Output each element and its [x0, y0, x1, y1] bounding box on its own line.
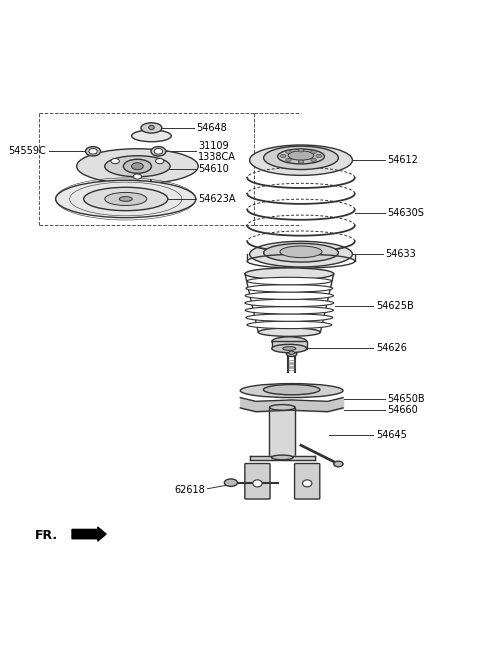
Ellipse shape: [286, 151, 291, 154]
Ellipse shape: [286, 159, 291, 162]
Ellipse shape: [119, 196, 132, 201]
Ellipse shape: [334, 461, 343, 467]
Ellipse shape: [258, 328, 321, 337]
Bar: [272, 341, 307, 348]
Ellipse shape: [277, 149, 324, 164]
Text: 54630S: 54630S: [387, 208, 424, 218]
Ellipse shape: [89, 149, 97, 154]
Ellipse shape: [269, 405, 295, 410]
Ellipse shape: [302, 480, 312, 487]
Ellipse shape: [151, 147, 166, 156]
Ellipse shape: [141, 122, 162, 133]
Ellipse shape: [245, 307, 334, 314]
Ellipse shape: [154, 149, 163, 154]
Ellipse shape: [288, 151, 314, 160]
Ellipse shape: [245, 268, 334, 280]
Text: 54648: 54648: [196, 123, 227, 134]
Ellipse shape: [132, 130, 171, 141]
Ellipse shape: [264, 384, 320, 395]
Text: 54645: 54645: [376, 430, 407, 440]
Ellipse shape: [132, 162, 143, 170]
Text: 54610: 54610: [198, 164, 229, 174]
Ellipse shape: [280, 246, 322, 257]
Ellipse shape: [264, 244, 338, 262]
Ellipse shape: [77, 149, 198, 184]
Text: 54633: 54633: [385, 249, 416, 259]
Ellipse shape: [311, 151, 316, 154]
Ellipse shape: [247, 321, 332, 329]
Ellipse shape: [272, 345, 307, 353]
FancyBboxPatch shape: [245, 464, 270, 499]
Ellipse shape: [246, 285, 333, 292]
Ellipse shape: [224, 479, 238, 487]
Ellipse shape: [246, 314, 333, 322]
Ellipse shape: [105, 193, 147, 206]
Ellipse shape: [85, 147, 100, 156]
Ellipse shape: [245, 292, 334, 299]
Text: 54625B: 54625B: [376, 301, 414, 312]
Ellipse shape: [123, 159, 152, 174]
Ellipse shape: [133, 174, 142, 179]
Ellipse shape: [316, 155, 322, 158]
Ellipse shape: [84, 187, 168, 211]
Text: 31109
1338CA: 31109 1338CA: [198, 141, 236, 162]
Text: FR.: FR.: [35, 529, 58, 542]
FancyBboxPatch shape: [295, 464, 320, 499]
Ellipse shape: [253, 480, 262, 487]
Ellipse shape: [289, 351, 294, 354]
Ellipse shape: [271, 455, 293, 460]
Ellipse shape: [280, 155, 286, 158]
FancyArrow shape: [72, 527, 106, 541]
Ellipse shape: [156, 159, 164, 164]
Ellipse shape: [245, 299, 334, 307]
Ellipse shape: [298, 149, 304, 152]
Ellipse shape: [105, 156, 170, 177]
Ellipse shape: [250, 145, 352, 176]
Ellipse shape: [240, 384, 343, 398]
Ellipse shape: [298, 160, 304, 163]
Ellipse shape: [287, 352, 297, 356]
Text: 54612: 54612: [387, 155, 419, 165]
Text: 54660: 54660: [387, 405, 418, 415]
Ellipse shape: [56, 180, 196, 217]
Ellipse shape: [272, 337, 307, 346]
Text: 54623A: 54623A: [198, 194, 236, 204]
Text: 62618: 62618: [174, 485, 205, 495]
Text: 54650B: 54650B: [387, 394, 425, 403]
Ellipse shape: [149, 125, 154, 130]
Text: 54559C: 54559C: [9, 146, 46, 157]
Ellipse shape: [311, 159, 316, 162]
Ellipse shape: [247, 277, 332, 285]
Ellipse shape: [250, 241, 352, 267]
Text: 54626: 54626: [376, 343, 407, 353]
Ellipse shape: [264, 146, 338, 170]
Ellipse shape: [111, 159, 120, 164]
Ellipse shape: [283, 346, 296, 350]
